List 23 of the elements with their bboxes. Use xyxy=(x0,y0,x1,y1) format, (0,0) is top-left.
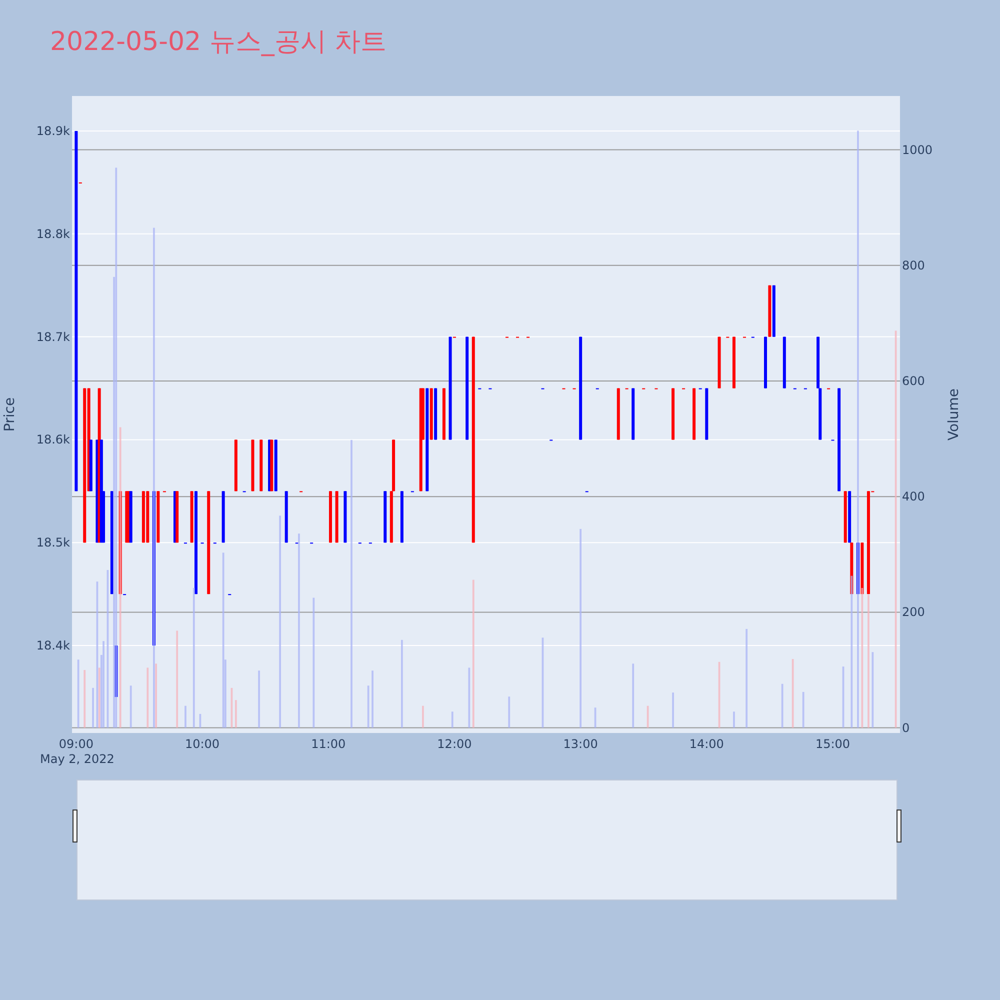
y-tick-label: 18.7k xyxy=(36,330,70,344)
chart-title: 2022-05-02 뉴스_공시 차트 xyxy=(50,27,387,57)
x-tick-label: 15:00 xyxy=(815,737,850,751)
y-tick-label: 18.6k xyxy=(36,432,70,447)
x-tick-label: 13:00 xyxy=(563,737,598,751)
y-tick-label: 18.8k xyxy=(36,226,70,241)
x-tick-label: 14:00 xyxy=(689,737,724,751)
x-tick-label: 10:00 xyxy=(185,737,220,751)
y-axis-title: Price xyxy=(2,397,18,432)
y2-tick-label: 200 xyxy=(902,605,925,620)
y2-tick-label: 800 xyxy=(902,258,925,272)
y-tick-label: 18.9k xyxy=(36,124,70,138)
y2-tick-label: 400 xyxy=(902,490,925,504)
y-tick-label: 18.4k xyxy=(36,638,70,653)
x-tick-label: 11:00 xyxy=(311,737,346,751)
text: May 2, 2022 xyxy=(40,752,114,766)
x-tick-label: 12:00 xyxy=(437,737,472,751)
y-tick-label: 18.5k xyxy=(36,536,70,550)
y2-tick-label: 1000 xyxy=(902,142,933,157)
y2-tick-label: 600 xyxy=(902,374,925,388)
y2-tick-label: 0 xyxy=(902,720,910,735)
y2-axis-title: Volume xyxy=(946,388,962,441)
x-tick-label: 09:00 xyxy=(58,737,94,751)
